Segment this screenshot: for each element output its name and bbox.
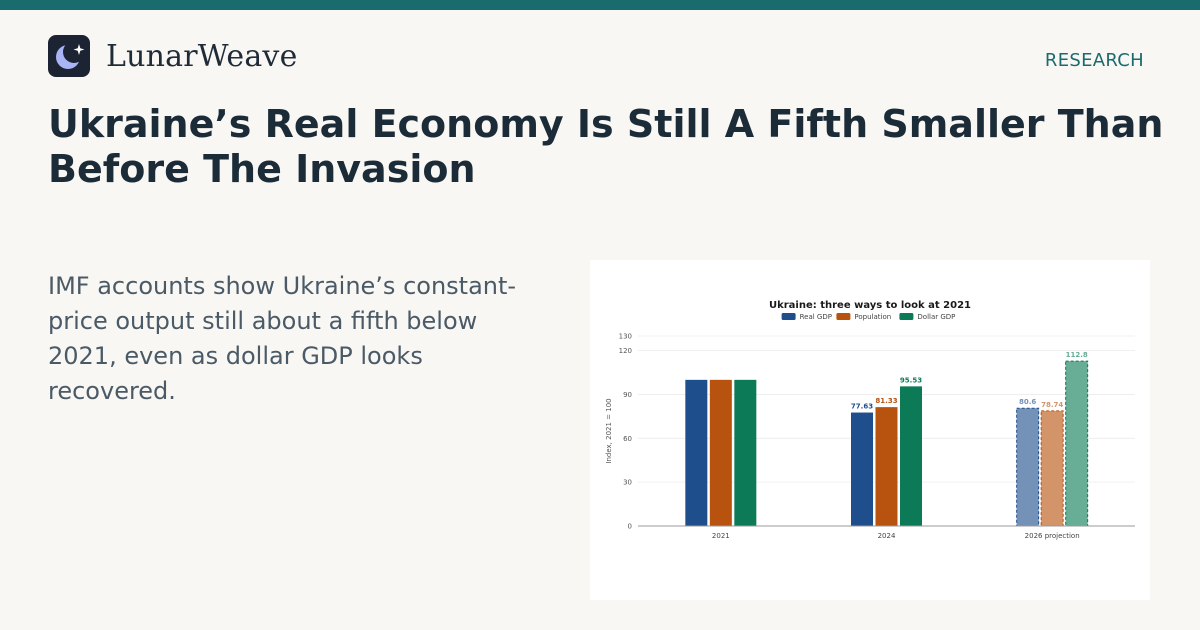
section-tag[interactable]: RESEARCH — [1044, 50, 1144, 71]
bar-data-label: 112.8 — [1066, 351, 1088, 359]
chart-legend: Real GDP Population Dollar GDP — [781, 313, 955, 321]
crescent-moon-star-icon[interactable] — [48, 35, 90, 77]
bar-dollar-gdp-0 — [734, 379, 757, 526]
bar-data-label: 95.53 — [900, 376, 922, 384]
bar-real-gdp-1 — [851, 412, 873, 526]
bar-data-label: 81.33 — [875, 397, 897, 405]
chart-bars — [685, 360, 1089, 527]
bar-real-gdp-2 — [1016, 407, 1040, 527]
top-accent-bar — [0, 0, 1200, 10]
lead-paragraph: IMF accounts show Ukraine’s constant-pri… — [48, 272, 517, 405]
brand-name[interactable]: LunarWeave — [106, 39, 298, 74]
bar-chart: Ukraine: three ways to look at 2021 Real… — [605, 300, 1135, 540]
y-tick-label: 60 — [623, 435, 632, 443]
bar-data-label: 80.6 — [1019, 398, 1036, 406]
y-tick-label: 30 — [623, 479, 632, 487]
legend-label: Population — [854, 313, 891, 321]
y-tick-label: 130 — [619, 333, 632, 341]
bar-real-gdp-0 — [685, 379, 708, 526]
chart-axes: 0 30 60 90 120 130 2021 2024 2026 projection — [619, 333, 1135, 540]
bar-dollar-gdp-1 — [900, 386, 922, 526]
legend-label: Real GDP — [800, 313, 832, 321]
chart-card: Ukraine: three ways to look at 2021 Real… — [590, 260, 1150, 600]
x-tick-label: 2021 — [712, 532, 730, 540]
y-axis-label: Index, 2021 = 100 — [605, 398, 613, 463]
bar-data-label: 77.63 — [851, 403, 873, 411]
legend-swatch-population — [836, 313, 851, 320]
legend-swatch-dollar-gdp — [899, 313, 914, 320]
y-tick-label: 0 — [628, 523, 632, 531]
legend-label: Dollar GDP — [917, 313, 955, 321]
y-tick-label: 120 — [619, 347, 632, 355]
x-tick-label: 2026 projection — [1025, 532, 1080, 540]
legend-swatch-real-gdp — [781, 313, 796, 320]
chart-title: Ukraine: three ways to look at 2021 — [769, 300, 971, 311]
y-tick-label: 90 — [623, 391, 632, 399]
bar-population-1 — [875, 407, 898, 526]
bar-population-2 — [1040, 410, 1064, 527]
x-tick-label: 2024 — [878, 532, 896, 540]
headline: Ukraine’s Real Economy Is Still A Fifth … — [48, 102, 1164, 191]
bar-data-label: 78.74 — [1041, 401, 1063, 409]
bar-population-0 — [709, 379, 732, 526]
bar-dollar-gdp-2 — [1065, 360, 1089, 527]
